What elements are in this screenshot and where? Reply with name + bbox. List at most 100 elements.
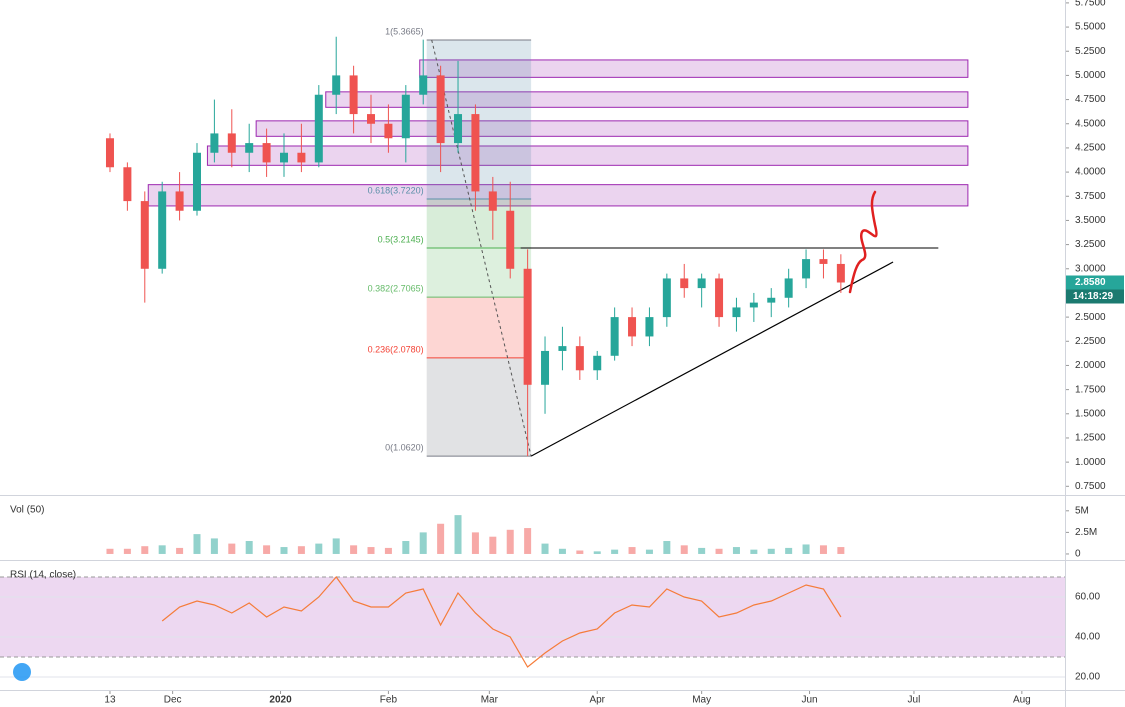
fib-label: 1(5.3665) (385, 26, 424, 36)
candle-body (349, 75, 358, 115)
y-tick-label: 5.2500 (1075, 46, 1106, 57)
volume-bar (350, 545, 358, 554)
candle-body (697, 278, 706, 289)
candle-body (454, 114, 463, 144)
volume-bar (471, 532, 479, 554)
volume-bar (384, 547, 392, 554)
volume-bar (837, 547, 845, 554)
volume-bar (558, 548, 566, 554)
candle-body (523, 268, 532, 385)
fib-trend (431, 39, 532, 457)
candle-body (140, 201, 149, 269)
fib-band (426, 198, 532, 249)
candle-body (715, 278, 724, 318)
volume-bar (715, 548, 723, 554)
candle-body (367, 114, 376, 124)
candle-body (262, 143, 271, 163)
volume-bar (280, 547, 288, 554)
x-tick-label: 13 (104, 695, 116, 706)
candle-body (680, 278, 689, 289)
volume-bar (315, 543, 323, 554)
candle-body (575, 346, 584, 371)
candle-body (558, 346, 567, 351)
y-tick-label: 40.00 (1075, 632, 1100, 643)
volume-bar (611, 549, 619, 554)
y-tick-label: 5M (1075, 505, 1089, 516)
x-tick-label: Jul (908, 695, 921, 706)
y-tick-label: 5.0000 (1075, 70, 1106, 81)
volume-bar (802, 544, 810, 554)
candle-body (384, 123, 393, 139)
candle-body (314, 94, 323, 163)
logo[interactable] (13, 663, 31, 681)
x-tick-label: Feb (380, 695, 398, 706)
volume-bar (524, 528, 532, 554)
candle-body (123, 167, 132, 202)
candle-body (662, 278, 671, 318)
x-tick-label: Aug (1013, 695, 1031, 706)
y-tick-label: 2.0000 (1075, 360, 1106, 371)
y-tick-label: 1.2500 (1075, 433, 1106, 444)
volume-bar (297, 546, 305, 554)
candle-body (802, 259, 811, 279)
candle-body (819, 259, 828, 264)
volume-bar (819, 545, 827, 554)
volume-bar (593, 551, 601, 554)
volume-bar (228, 543, 236, 554)
candle-body (628, 317, 637, 337)
volume-bar (419, 532, 427, 554)
volume-bar (158, 545, 166, 554)
y-tick-label: 2.5M (1075, 527, 1097, 538)
volume-bar (367, 547, 375, 554)
volume-bar (210, 538, 218, 554)
volume-bar (489, 536, 497, 554)
resistance-zone (325, 91, 969, 108)
y-tick-label: 2.2500 (1075, 336, 1106, 347)
candle-body (732, 307, 741, 318)
fib-label: 0.236(2.0780) (368, 344, 424, 354)
volume-bar (141, 546, 149, 554)
candle-body (297, 152, 306, 163)
resistance-zone (206, 145, 969, 166)
volume-bar (106, 548, 114, 554)
x-tick-label: 2020 (269, 695, 292, 706)
candle-body (419, 75, 428, 95)
y-tick-label: 0.7500 (1075, 481, 1106, 492)
volume-bar (576, 550, 584, 554)
fib-label: 0.5(3.2145) (378, 234, 424, 244)
resistance-zone (147, 184, 969, 207)
y-tick-label: 3.7500 (1075, 191, 1106, 202)
candle-body (245, 143, 254, 153)
last-price-box (1066, 275, 1124, 290)
y-tick-label: 2.5000 (1075, 312, 1106, 323)
fib-label: 0.618(3.7220) (368, 185, 424, 195)
resistance-zone (419, 59, 969, 78)
volume-bar (454, 515, 462, 554)
volume-bar (123, 548, 131, 554)
candle-body (401, 94, 410, 139)
fib-label: 0.382(2.7065) (368, 284, 424, 294)
x-tick-label: Mar (481, 695, 499, 706)
fib-band (426, 248, 532, 298)
volume-bar (732, 547, 740, 554)
candle-body (158, 191, 167, 269)
candle-body (784, 278, 793, 298)
candle-body (836, 263, 845, 283)
volume-bar (680, 545, 688, 554)
candle-body (471, 114, 480, 192)
countdown-box (1066, 289, 1124, 304)
y-tick-label: 1.5000 (1075, 408, 1106, 419)
candle-body (645, 317, 654, 337)
x-tick-label: Jun (801, 695, 817, 706)
y-tick-label: 4.0000 (1075, 167, 1106, 178)
fib-band (426, 357, 532, 457)
candle-body (610, 317, 619, 356)
x-tick-label: May (692, 695, 711, 706)
volume-bar (402, 541, 410, 554)
y-tick-label: 3.5000 (1075, 215, 1106, 226)
hand-drawn-arrow (848, 190, 878, 294)
rsi-band (0, 577, 1065, 657)
volume-bar (698, 547, 706, 554)
